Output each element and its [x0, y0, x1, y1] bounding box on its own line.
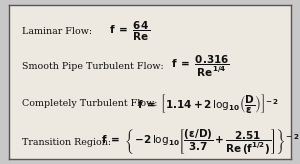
Text: $\mathbf{f\ =\ \left[1.14 + 2\,\log_{10}\!\left(\dfrac{D}{\varepsilon}\right)\ri: $\mathbf{f\ =\ \left[1.14 + 2\,\log_{10}…	[137, 92, 279, 115]
Text: Transition Region:: Transition Region:	[22, 138, 111, 147]
Text: Laminar Flow:: Laminar Flow:	[22, 27, 92, 36]
Text: $\mathbf{f\ =\ \left\{-2\,\log_{10}\!\left[\dfrac{(\varepsilon/D)}{3.7} + \dfrac: $\mathbf{f\ =\ \left\{-2\,\log_{10}\!\le…	[101, 128, 299, 157]
Text: Smooth Pipe Turbulent Flow:: Smooth Pipe Turbulent Flow:	[22, 62, 164, 71]
Text: Completely Turbulent Flow:: Completely Turbulent Flow:	[22, 99, 157, 108]
Text: $\mathbf{f\ =\ \dfrac{0.316}{Re^{1/4}}}$: $\mathbf{f\ =\ \dfrac{0.316}{Re^{1/4}}}$	[171, 54, 230, 79]
Text: $\mathbf{f\ =\ \dfrac{64}{Re}}$: $\mathbf{f\ =\ \dfrac{64}{Re}}$	[109, 20, 150, 43]
